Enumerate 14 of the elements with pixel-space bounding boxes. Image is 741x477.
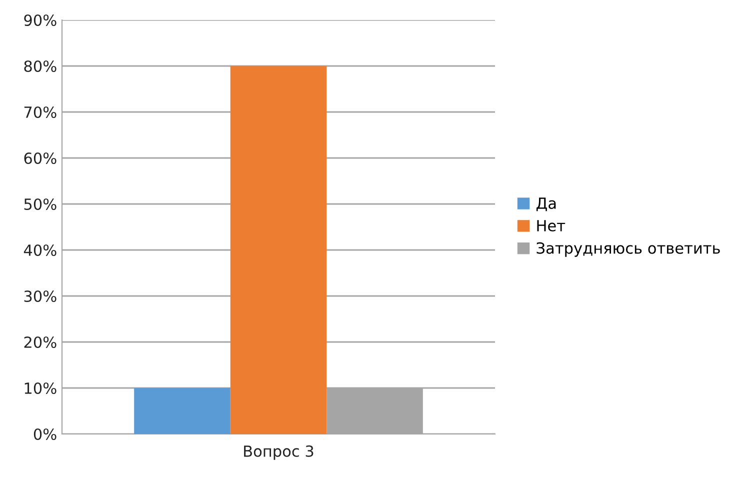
y-tick-label: 80% bbox=[24, 60, 56, 72]
legend-label: Нет bbox=[537, 220, 566, 232]
x-tick-label: Вопрос 3 bbox=[244, 445, 314, 460]
legend-label: Затрудняюсь ответить bbox=[536, 242, 720, 257]
y-tick-label: 60% bbox=[24, 152, 56, 164]
y-tick-label: 30% bbox=[24, 290, 56, 302]
y-tick-label: 0% bbox=[34, 428, 56, 440]
y-tick-label: 70% bbox=[24, 106, 56, 118]
y-tick-label: 40% bbox=[24, 244, 56, 256]
legend-label: Да bbox=[536, 198, 556, 212]
y-tick-label: 50% bbox=[24, 198, 56, 210]
y-tick-label: 10% bbox=[24, 382, 56, 394]
y-tick-label: 20% bbox=[24, 336, 56, 348]
y-tick-label: 90% bbox=[24, 14, 56, 26]
